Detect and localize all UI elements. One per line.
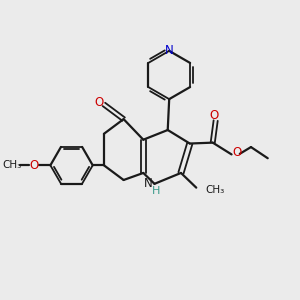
Text: N: N — [165, 44, 174, 57]
Text: CH₃: CH₃ — [206, 185, 225, 195]
Text: O: O — [210, 109, 219, 122]
Text: N: N — [144, 177, 152, 190]
Text: CH₃: CH₃ — [2, 160, 22, 170]
Text: O: O — [30, 159, 39, 172]
Text: O: O — [232, 146, 242, 159]
Text: O: O — [94, 96, 103, 110]
Text: H: H — [152, 186, 160, 196]
